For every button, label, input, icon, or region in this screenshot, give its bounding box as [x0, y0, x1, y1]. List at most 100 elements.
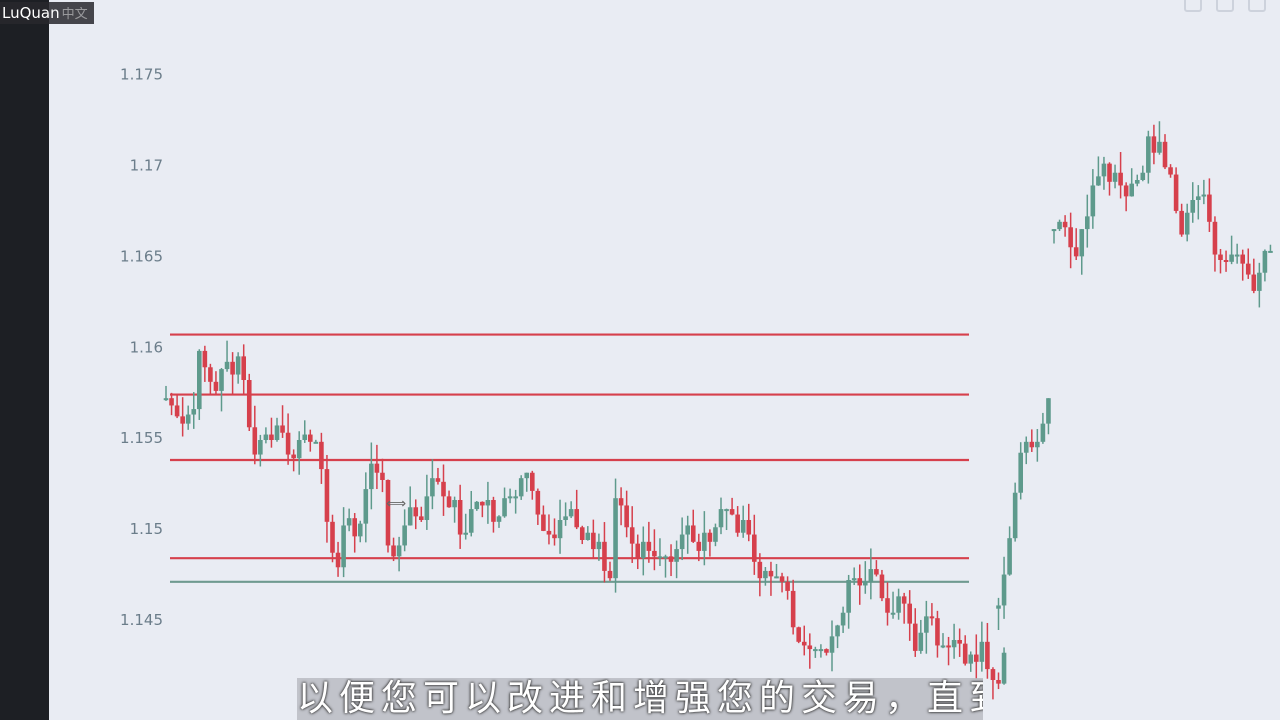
candle-body: [774, 576, 779, 579]
candle-body: [729, 509, 735, 515]
candle-body: [907, 603, 912, 624]
candle-body: [480, 501, 485, 506]
candle-body: [419, 516, 424, 520]
chart-toolbar: [1184, 0, 1266, 12]
candle-body: [163, 398, 169, 401]
candle-body: [374, 463, 380, 473]
candle-body: [890, 612, 896, 615]
candle-body: [1029, 441, 1035, 448]
candle-body: [996, 680, 1001, 684]
candle-body: [607, 570, 613, 579]
candle-body: [591, 532, 596, 550]
candle-body: [951, 640, 957, 648]
candle-body: [285, 432, 291, 455]
candle-body: [424, 496, 430, 520]
candle-body: [224, 361, 230, 370]
layout-icon[interactable]: [1184, 0, 1202, 12]
subtitle-caption: 以便您可以改进和增强您的交易，直到: [297, 678, 983, 720]
candle-body: [1090, 185, 1096, 217]
candle-body: [1245, 263, 1251, 275]
candle-body: [635, 543, 641, 559]
candle-body: [1040, 423, 1046, 442]
candle-body: [263, 434, 269, 440]
candle-body: [974, 654, 979, 662]
candle-body: [535, 490, 541, 515]
candle-body: [324, 469, 330, 522]
candle-body: [274, 425, 280, 440]
candle-body: [957, 640, 962, 644]
settings-icon[interactable]: [1248, 0, 1266, 12]
candle-body: [735, 514, 740, 533]
candle-body: [768, 570, 774, 577]
candle-body: [596, 541, 602, 550]
candle-body: [757, 561, 763, 579]
candle-body: [1129, 183, 1134, 197]
candle-body: [557, 520, 563, 539]
candle-body: [185, 414, 191, 424]
candle-body: [1096, 176, 1101, 186]
search-icon[interactable]: [1216, 0, 1234, 12]
candle-body: [1001, 574, 1007, 606]
candle-body: [518, 478, 524, 497]
candle-body: [1057, 221, 1062, 230]
candle-body: [507, 496, 513, 499]
candle-body: [690, 525, 696, 542]
candle-body: [1207, 194, 1212, 222]
candle-body: [191, 409, 197, 415]
candle-body: [929, 616, 935, 619]
candle-body: [258, 440, 263, 455]
candle-body: [696, 541, 702, 551]
candle-body: [1007, 538, 1012, 575]
candle-body: [385, 480, 391, 546]
candle-body: [1035, 441, 1040, 448]
candle-body: [563, 516, 568, 520]
candle-body: [524, 472, 530, 479]
candle-body: [502, 498, 507, 517]
candle-body: [962, 643, 968, 664]
candle-body: [641, 541, 646, 559]
candle-body: [663, 556, 668, 559]
candle-body: [452, 500, 457, 508]
watermark-logo: LuQuan 中文: [0, 2, 94, 24]
candle-body: [918, 632, 924, 651]
candle-body: [1229, 254, 1234, 262]
candle-body: [574, 509, 579, 528]
candle-body: [996, 605, 1001, 609]
candle-body: [702, 532, 707, 551]
candle-body: [763, 570, 768, 579]
candle-body: [879, 574, 885, 599]
candle-body: [219, 369, 224, 391]
candle-body: [413, 507, 419, 517]
candle-body: [396, 545, 402, 557]
candle-body: [1268, 250, 1273, 253]
candle-body: [1212, 221, 1218, 255]
candle-body: [252, 427, 258, 455]
candle-body: [652, 550, 657, 557]
candle-body: [1051, 229, 1057, 232]
candle-body: [1046, 398, 1051, 424]
candle-body: [280, 425, 285, 433]
candle-body: [901, 596, 907, 604]
candle-body: [457, 500, 463, 535]
candle-body: [1062, 221, 1068, 228]
candle-body: [1151, 136, 1157, 153]
candle-body: [585, 532, 591, 540]
candle-body: [496, 516, 502, 522]
candle-body: [1257, 272, 1262, 291]
candle-body: [407, 507, 413, 526]
candle-body: [874, 569, 879, 575]
candle-body: [568, 509, 574, 517]
candle-body: [674, 549, 679, 562]
candle-body: [1101, 163, 1107, 177]
candle-body: [724, 509, 729, 512]
candle-body: [446, 496, 452, 508]
candle-body: [1018, 452, 1023, 493]
candle-body: [1234, 254, 1240, 257]
candle-body: [485, 500, 491, 506]
candle-body: [990, 669, 996, 680]
candle-body: [1173, 174, 1179, 211]
candle-body: [824, 649, 829, 653]
candle-body: [1068, 227, 1073, 248]
candle-body: [1201, 194, 1207, 197]
candle-body: [840, 612, 846, 626]
